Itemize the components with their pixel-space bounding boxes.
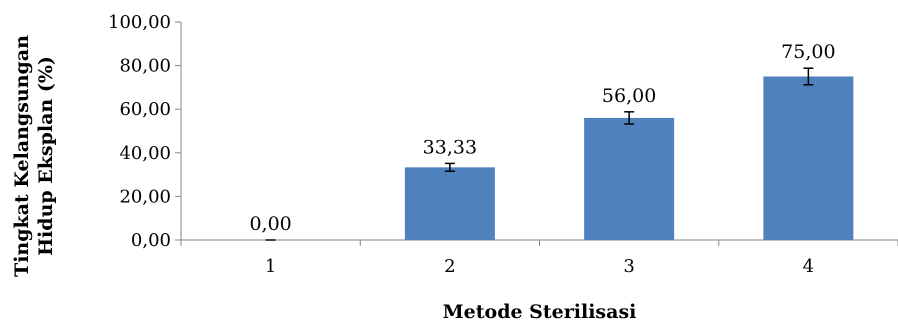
plot-area: 0,00 20,00 40,00 60,00 80,00 100,00 0,00 1 33,33…: [108, 12, 898, 277]
bar: [763, 76, 854, 240]
x-tick-label: 2: [444, 256, 455, 277]
y-axis-title-line1: Tingkat Kelangsungan: [11, 35, 33, 277]
x-tick-label: 1: [265, 256, 276, 277]
y-tick-label: 100,00: [108, 12, 171, 33]
data-label: 0,00: [249, 213, 291, 235]
data-label: 56,00: [602, 85, 656, 107]
y-tick-label: 0,00: [131, 230, 171, 251]
y-axis-title-line2: Hidup Eksplan (%): [35, 56, 57, 256]
x-axis-title: Metode Sterilisasi: [443, 301, 637, 323]
y-tick-label: 60,00: [119, 99, 171, 120]
x-tick-label: 4: [803, 256, 814, 277]
y-axis-title: Tingkat Kelangsungan Hidup Eksplan (%): [11, 35, 57, 277]
bar: [584, 117, 675, 240]
data-label: 75,00: [781, 41, 835, 63]
y-tick-label: 20,00: [119, 186, 171, 207]
y-tick-label: 40,00: [119, 143, 171, 164]
data-label: 33,33: [423, 136, 477, 158]
bar: [404, 167, 495, 240]
x-tick-label: 3: [623, 256, 634, 277]
y-tick-label: 80,00: [119, 56, 171, 77]
